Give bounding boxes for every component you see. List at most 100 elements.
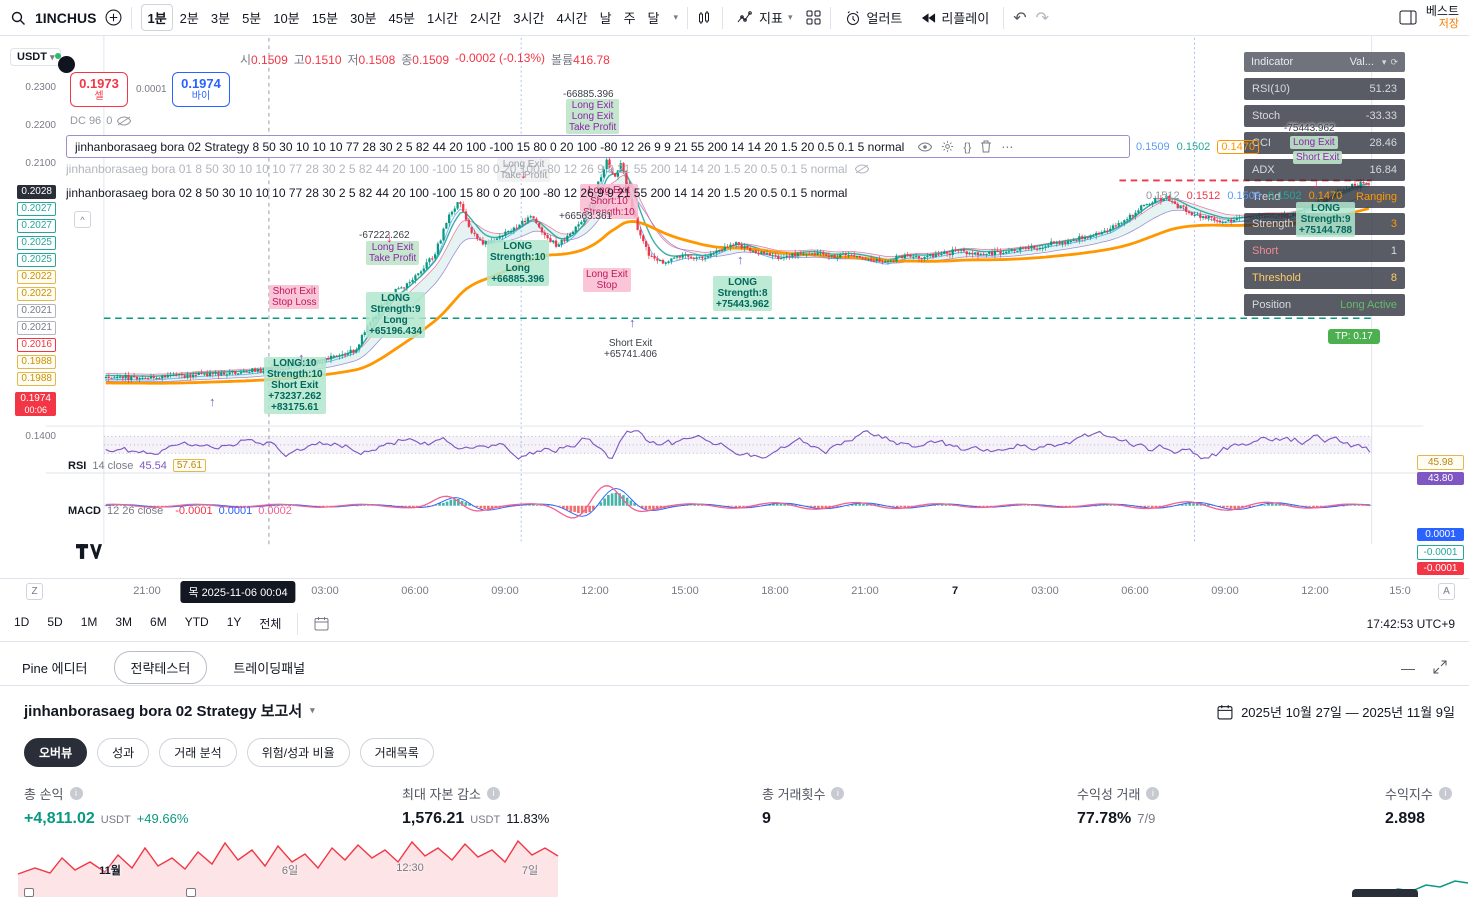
time-axis[interactable]: Z A 목 2025-11-06 00:04 21:00 03:00 06:00 09… [0,578,1469,604]
strategy-legend-row[interactable]: jinhanborasaeg bora 02 8 50 30 10 10 10 … [66,186,847,200]
timeframe-button[interactable]: 1시간 [426,11,459,26]
checkbox[interactable] [186,888,196,897]
replay-button[interactable]: 리플레이 [916,4,994,31]
alert-button[interactable]: 얼러트 [840,4,907,31]
indicator-row-trend: Trend Ranging [1244,186,1405,208]
search-icon[interactable] [10,10,26,26]
range-button-3m[interactable]: 3M [115,615,133,629]
report-pill[interactable]: 거래 분석 [159,738,237,767]
range-button-6m[interactable]: 6M [150,615,167,629]
timezone-button[interactable]: Z [26,583,43,600]
time-label: 03:00 [1031,585,1059,597]
price-axis-label: 0.1400 [25,431,56,442]
refresh-icon[interactable]: ⟳ [1390,56,1398,67]
currency-selector[interactable]: USDT ▾ [10,48,62,66]
tab-pine-editor[interactable]: Pine 에디터 [22,661,88,676]
timeframe-button[interactable]: 1분 [141,4,173,31]
indicator-row-short: Short 1 [1244,240,1405,262]
range-button-5d[interactable]: 5D [47,615,63,629]
timeframe-button[interactable]: 2시간 [470,11,502,26]
buy-button[interactable]: 0.1974 바이 [172,72,230,107]
pane-value-badge: 43.80 [1417,472,1464,485]
clock[interactable]: 17:42:53 UTC+9 [1366,616,1455,631]
price-axis-label: 0.2027 [17,219,56,233]
price-axis-label: 0.2022 [17,270,56,284]
info-icon[interactable]: i [831,787,845,800]
countdown: 00:06 [24,405,47,415]
redo-button[interactable]: ↷ [1035,9,1050,27]
adjust-button[interactable]: A [1438,583,1455,600]
chevron-down-icon[interactable]: ▾ [673,12,679,22]
tab-strategy-tester[interactable]: 전략테스터 [113,651,208,684]
report-title[interactable]: jinhanborasaeg bora 02 Strategy 보고서 ▾ [24,703,315,720]
settings-gear-icon[interactable] [941,140,954,153]
expand-icon[interactable] [1433,660,1447,676]
sell-button[interactable]: 0.1973 셀 [70,72,128,107]
report-pill[interactable]: 거래목록 [359,738,434,767]
save-button[interactable]: 베스트 저장 [1426,4,1459,31]
report-pill[interactable]: 성과 [97,738,150,767]
pane-value-badge: 45.98 [1417,455,1464,470]
checkbox[interactable] [24,888,34,897]
strategy-legend-row-muted[interactable]: jinhanborasaeg bora 01 8 50 30 10 10 10 … [66,162,870,176]
report-date-range[interactable]: 2025년 10월 27일 — 2025년 11월 9일 [1217,702,1455,721]
price-axis-label: 0.2021 [17,321,56,335]
panel-layout-icon[interactable] [1399,10,1417,25]
timeframe-button[interactable]: 30분 [350,11,377,26]
source-code-icon[interactable]: {} [963,139,972,154]
collapse-legend-button[interactable]: ^ [74,211,91,228]
indicator-value: 1 [1390,245,1397,257]
info-icon[interactable]: i [1438,787,1452,800]
go-to-date-icon[interactable] [314,616,329,631]
layout-grid-icon[interactable] [806,10,821,25]
timeframe-button[interactable]: 2분 [179,11,199,26]
range-button-전체[interactable]: 전체 [259,617,282,631]
eye-slash-icon[interactable] [117,116,132,126]
eye-icon[interactable] [918,141,933,152]
indicators-button[interactable]: 지표 ▾ [732,4,797,31]
indicator-panel-header: Indicator Val... ▾ ⟳ [1244,52,1405,72]
range-button-1d[interactable]: 1D [14,615,30,629]
timeframe-button[interactable]: 3시간 [513,11,545,26]
timeframe-button[interactable]: 5분 [242,11,262,26]
timeframe-button[interactable]: 10분 [273,11,300,26]
timeframe-button[interactable]: 15분 [311,11,339,26]
chart-canvas[interactable] [0,36,1469,578]
range-button-1y[interactable]: 1Y [226,615,242,629]
info-icon[interactable]: i [486,787,500,800]
strategy-legend-row-active[interactable]: jinhanborasaeg bora 02 Strategy 8 50 30 … [66,135,1130,158]
symbol-search-button[interactable]: 1INCHUS [35,9,97,26]
info-icon[interactable]: i [69,787,83,800]
stat-label: 최대 자본 감소 i [402,784,549,803]
more-options-icon[interactable]: ⋯ [1001,139,1014,154]
cut-off-button[interactable] [1352,889,1418,897]
compare-add-icon[interactable] [105,9,122,26]
equity-mini-chart[interactable] [0,834,1469,897]
trash-icon[interactable] [980,140,992,153]
timeframe-button[interactable]: 4시간 [556,11,588,26]
timeframe-button[interactable]: 45분 [388,11,415,26]
report-pill[interactable]: 위험/성과 비율 [246,738,350,767]
timeframe-button[interactable]: 3분 [210,11,231,26]
minimize-icon[interactable]: — [1401,659,1415,676]
take-profit-badge: TP: 0.17 [1328,329,1380,344]
macd-value: 0.0001 [218,505,253,517]
range-button-ytd[interactable]: YTD [184,615,209,629]
chevron-down-icon[interactable]: ▾ [1381,56,1387,67]
chart-style-icon[interactable] [697,10,713,26]
tradingview-logo[interactable] [76,544,102,559]
timeframe-button[interactable]: 날 [599,11,612,26]
indicator-label: Threshold [1252,272,1301,284]
range-button-1m[interactable]: 1M [80,615,98,629]
report-pill[interactable]: 오버뷰 [24,738,88,767]
eye-slash-icon[interactable] [855,164,870,174]
timeframe-button[interactable]: 달 [647,11,660,26]
info-icon[interactable]: i [1146,787,1160,800]
timeframe-button[interactable]: 주 [623,11,636,26]
time-label: 18:00 [761,585,789,597]
undo-button[interactable]: ↶ [1013,9,1027,27]
strategy-values: 0.1509 0.1502 0.1470 [1136,139,1266,154]
price-axis[interactable]: 0.2300 0.2200 0.2100 0.2028 0.2027 0.2027 0.20… [0,36,62,578]
tab-trading-panel[interactable]: 트레이딩패널 [233,661,306,676]
